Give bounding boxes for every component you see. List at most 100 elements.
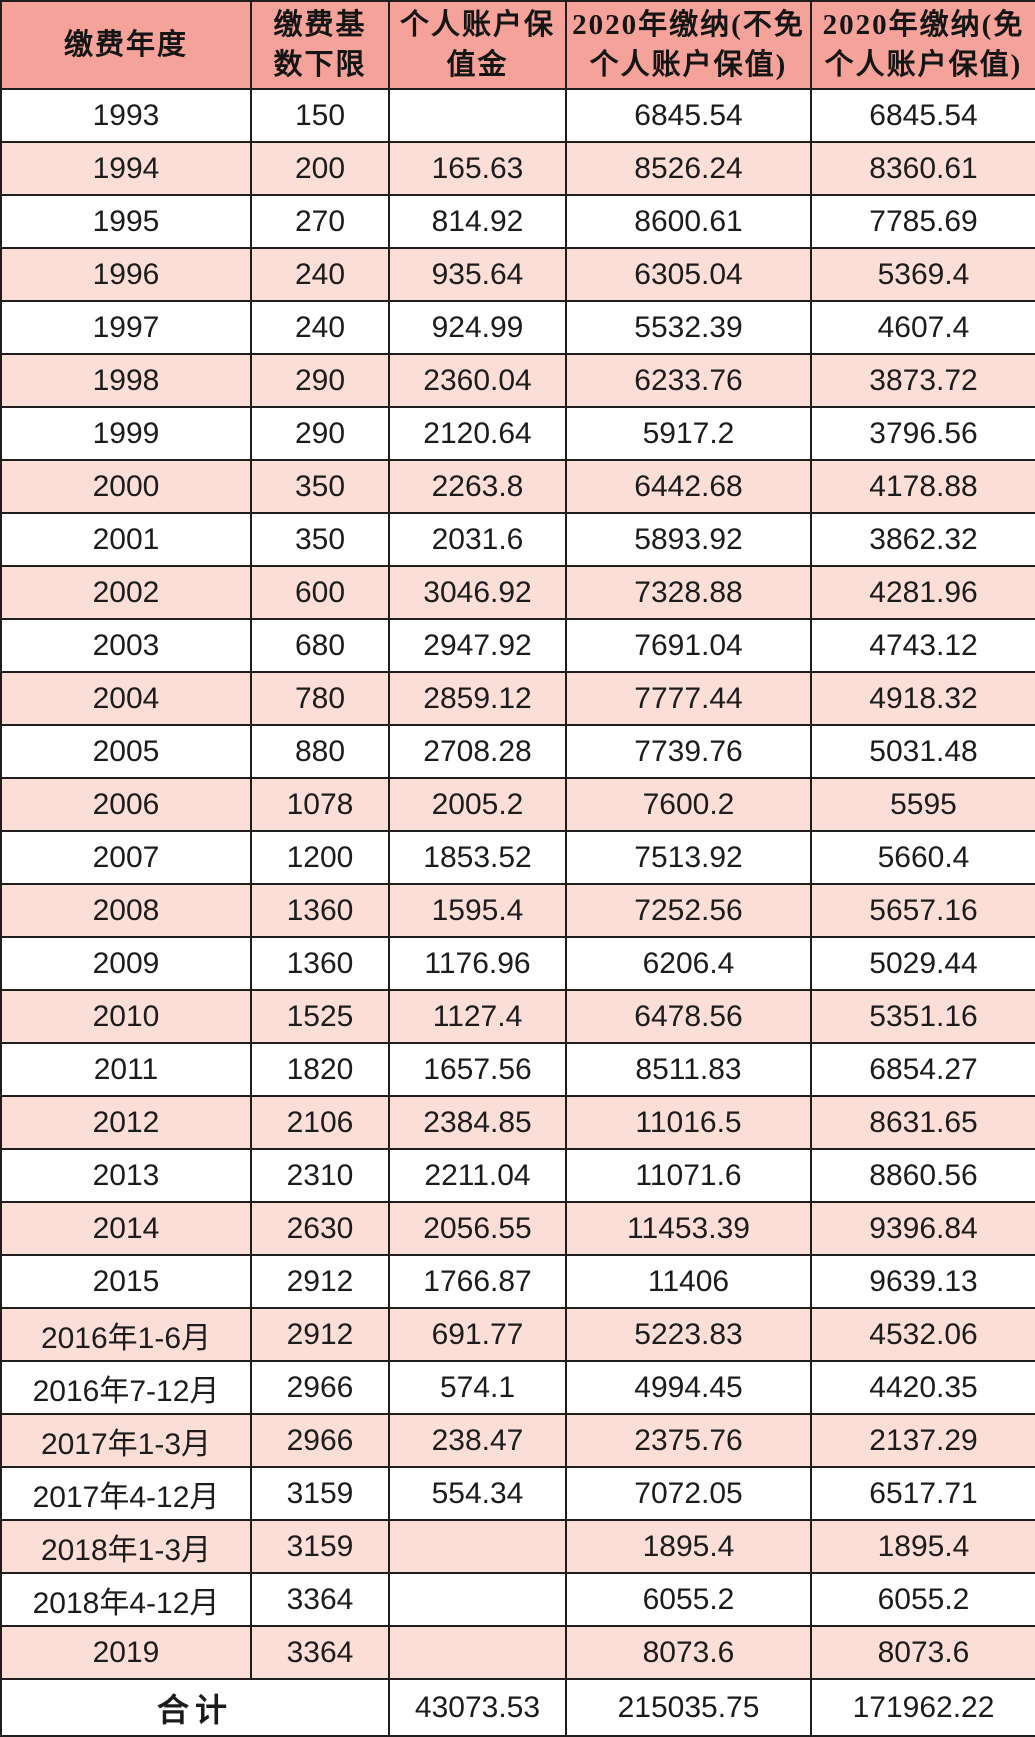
year-cell: 2018年1-3月 bbox=[0, 1519, 252, 1574]
account-preservation-cell: 2360.04 bbox=[388, 353, 567, 408]
account-preservation-cell: 238.47 bbox=[388, 1413, 567, 1468]
pay-no-waiver-cell: 11406 bbox=[565, 1254, 812, 1309]
table-row: 2019 3364 8073.6 8073.6 bbox=[0, 1625, 1035, 1680]
pay-waiver-cell: 3862.32 bbox=[810, 512, 1035, 567]
pay-waiver-cell: 5595 bbox=[810, 777, 1035, 832]
account-preservation-cell: 2211.04 bbox=[388, 1148, 567, 1203]
pay-waiver-cell: 9396.84 bbox=[810, 1201, 1035, 1256]
account-preservation-cell bbox=[388, 1625, 567, 1680]
pay-no-waiver-cell: 6233.76 bbox=[565, 353, 812, 408]
pay-no-waiver-cell: 6206.4 bbox=[565, 936, 812, 991]
account-preservation-cell: 2120.64 bbox=[388, 406, 567, 461]
table-row: 1996 240 935.64 6305.04 5369.4 bbox=[0, 247, 1035, 302]
year-cell: 2003 bbox=[0, 618, 252, 673]
pay-no-waiver-cell: 6845.54 bbox=[565, 88, 812, 143]
pay-waiver-cell: 7785.69 bbox=[810, 194, 1035, 249]
pay-waiver-cell: 8860.56 bbox=[810, 1148, 1035, 1203]
pay-waiver-cell: 5657.16 bbox=[810, 883, 1035, 938]
year-cell: 2015 bbox=[0, 1254, 252, 1309]
pay-no-waiver-cell: 11453.39 bbox=[565, 1201, 812, 1256]
base-limit-cell: 1360 bbox=[250, 883, 390, 938]
year-cell: 1999 bbox=[0, 406, 252, 461]
account-preservation-cell: 935.64 bbox=[388, 247, 567, 302]
year-cell: 2001 bbox=[0, 512, 252, 567]
base-limit-cell: 150 bbox=[250, 88, 390, 143]
year-cell: 1998 bbox=[0, 353, 252, 408]
header-cell-year: 缴费年度 bbox=[0, 0, 252, 90]
pay-no-waiver-cell: 6055.2 bbox=[565, 1572, 812, 1627]
year-cell: 2006 bbox=[0, 777, 252, 832]
table-row: 2015 2912 1766.87 11406 9639.13 bbox=[0, 1254, 1035, 1309]
table-row: 2005 880 2708.28 7739.76 5031.48 bbox=[0, 724, 1035, 779]
pay-no-waiver-cell: 11016.5 bbox=[565, 1095, 812, 1150]
pay-no-waiver-cell: 8511.83 bbox=[565, 1042, 812, 1097]
table-row: 2013 2310 2211.04 11071.6 8860.56 bbox=[0, 1148, 1035, 1203]
base-limit-cell: 1525 bbox=[250, 989, 390, 1044]
year-cell: 2008 bbox=[0, 883, 252, 938]
year-cell: 2017年1-3月 bbox=[0, 1413, 252, 1468]
base-limit-cell: 3159 bbox=[250, 1466, 390, 1521]
account-preservation-cell: 3046.92 bbox=[388, 565, 567, 620]
base-limit-cell: 2630 bbox=[250, 1201, 390, 1256]
header-line: 2020年缴纳(免 bbox=[822, 9, 1025, 41]
account-preservation-cell bbox=[388, 1519, 567, 1574]
table-row: 2009 1360 1176.96 6206.4 5029.44 bbox=[0, 936, 1035, 991]
table-body: 1993 150 6845.54 6845.54 1994 200 165.63 8526.2… bbox=[0, 88, 1035, 1680]
pay-waiver-cell: 6854.27 bbox=[810, 1042, 1035, 1097]
account-preservation-cell: 2384.85 bbox=[388, 1095, 567, 1150]
pay-no-waiver-cell: 7600.2 bbox=[565, 777, 812, 832]
pay-waiver-cell: 8631.65 bbox=[810, 1095, 1035, 1150]
account-preservation-cell: 165.63 bbox=[388, 141, 567, 196]
header-cell-base-limit: 缴费基 数下限 bbox=[250, 0, 390, 90]
pay-no-waiver-cell: 7513.92 bbox=[565, 830, 812, 885]
pay-no-waiver-cell: 6442.68 bbox=[565, 459, 812, 514]
account-preservation-cell: 2708.28 bbox=[388, 724, 567, 779]
base-limit-cell: 2310 bbox=[250, 1148, 390, 1203]
account-preservation-cell: 574.1 bbox=[388, 1360, 567, 1415]
table-row: 2016年1-6月 2912 691.77 5223.83 4532.06 bbox=[0, 1307, 1035, 1362]
total-account-preservation: 43073.53 bbox=[388, 1678, 567, 1737]
pay-waiver-cell: 9639.13 bbox=[810, 1254, 1035, 1309]
base-limit-cell: 270 bbox=[250, 194, 390, 249]
header-line: 值金 bbox=[446, 49, 509, 81]
account-preservation-cell: 1657.56 bbox=[388, 1042, 567, 1097]
year-cell: 2007 bbox=[0, 830, 252, 885]
pay-waiver-cell: 5029.44 bbox=[810, 936, 1035, 991]
table-row: 2004 780 2859.12 7777.44 4918.32 bbox=[0, 671, 1035, 726]
year-cell: 2009 bbox=[0, 936, 252, 991]
table-row: 1998 290 2360.04 6233.76 3873.72 bbox=[0, 353, 1035, 408]
base-limit-cell: 240 bbox=[250, 300, 390, 355]
table-row: 2016年7-12月 2966 574.1 4994.45 4420.35 bbox=[0, 1360, 1035, 1415]
header-line: 缴费基 bbox=[273, 9, 367, 41]
table-row: 1994 200 165.63 8526.24 8360.61 bbox=[0, 141, 1035, 196]
pay-waiver-cell: 3873.72 bbox=[810, 353, 1035, 408]
header-cell-2020-pay-waiver: 2020年缴纳(免 个人账户保值) bbox=[810, 0, 1035, 90]
pay-waiver-cell: 8360.61 bbox=[810, 141, 1035, 196]
base-limit-cell: 2912 bbox=[250, 1254, 390, 1309]
base-limit-cell: 290 bbox=[250, 406, 390, 461]
total-2020-pay-no-waiver: 215035.75 bbox=[565, 1678, 812, 1737]
pay-waiver-cell: 5351.16 bbox=[810, 989, 1035, 1044]
pay-no-waiver-cell: 8600.61 bbox=[565, 194, 812, 249]
account-preservation-cell: 691.77 bbox=[388, 1307, 567, 1362]
year-cell: 1993 bbox=[0, 88, 252, 143]
pay-waiver-cell: 4178.88 bbox=[810, 459, 1035, 514]
pay-waiver-cell: 4607.4 bbox=[810, 300, 1035, 355]
pay-no-waiver-cell: 6478.56 bbox=[565, 989, 812, 1044]
pay-waiver-cell: 5660.4 bbox=[810, 830, 1035, 885]
pay-no-waiver-cell: 5223.83 bbox=[565, 1307, 812, 1362]
table-row: 2017年4-12月 3159 554.34 7072.05 6517.71 bbox=[0, 1466, 1035, 1521]
header-cell-account-preservation: 个人账户保 值金 bbox=[388, 0, 567, 90]
pay-waiver-cell: 6055.2 bbox=[810, 1572, 1035, 1627]
pay-no-waiver-cell: 6305.04 bbox=[565, 247, 812, 302]
account-preservation-cell: 1595.4 bbox=[388, 883, 567, 938]
year-cell: 2014 bbox=[0, 1201, 252, 1256]
year-cell: 2011 bbox=[0, 1042, 252, 1097]
pay-no-waiver-cell: 11071.6 bbox=[565, 1148, 812, 1203]
year-cell: 2016年7-12月 bbox=[0, 1360, 252, 1415]
table-row: 2018年1-3月 3159 1895.4 1895.4 bbox=[0, 1519, 1035, 1574]
header-line: 数下限 bbox=[273, 49, 367, 81]
header-line: 2020年缴纳(不免 bbox=[572, 9, 805, 41]
table-row: 2000 350 2263.8 6442.68 4178.88 bbox=[0, 459, 1035, 514]
